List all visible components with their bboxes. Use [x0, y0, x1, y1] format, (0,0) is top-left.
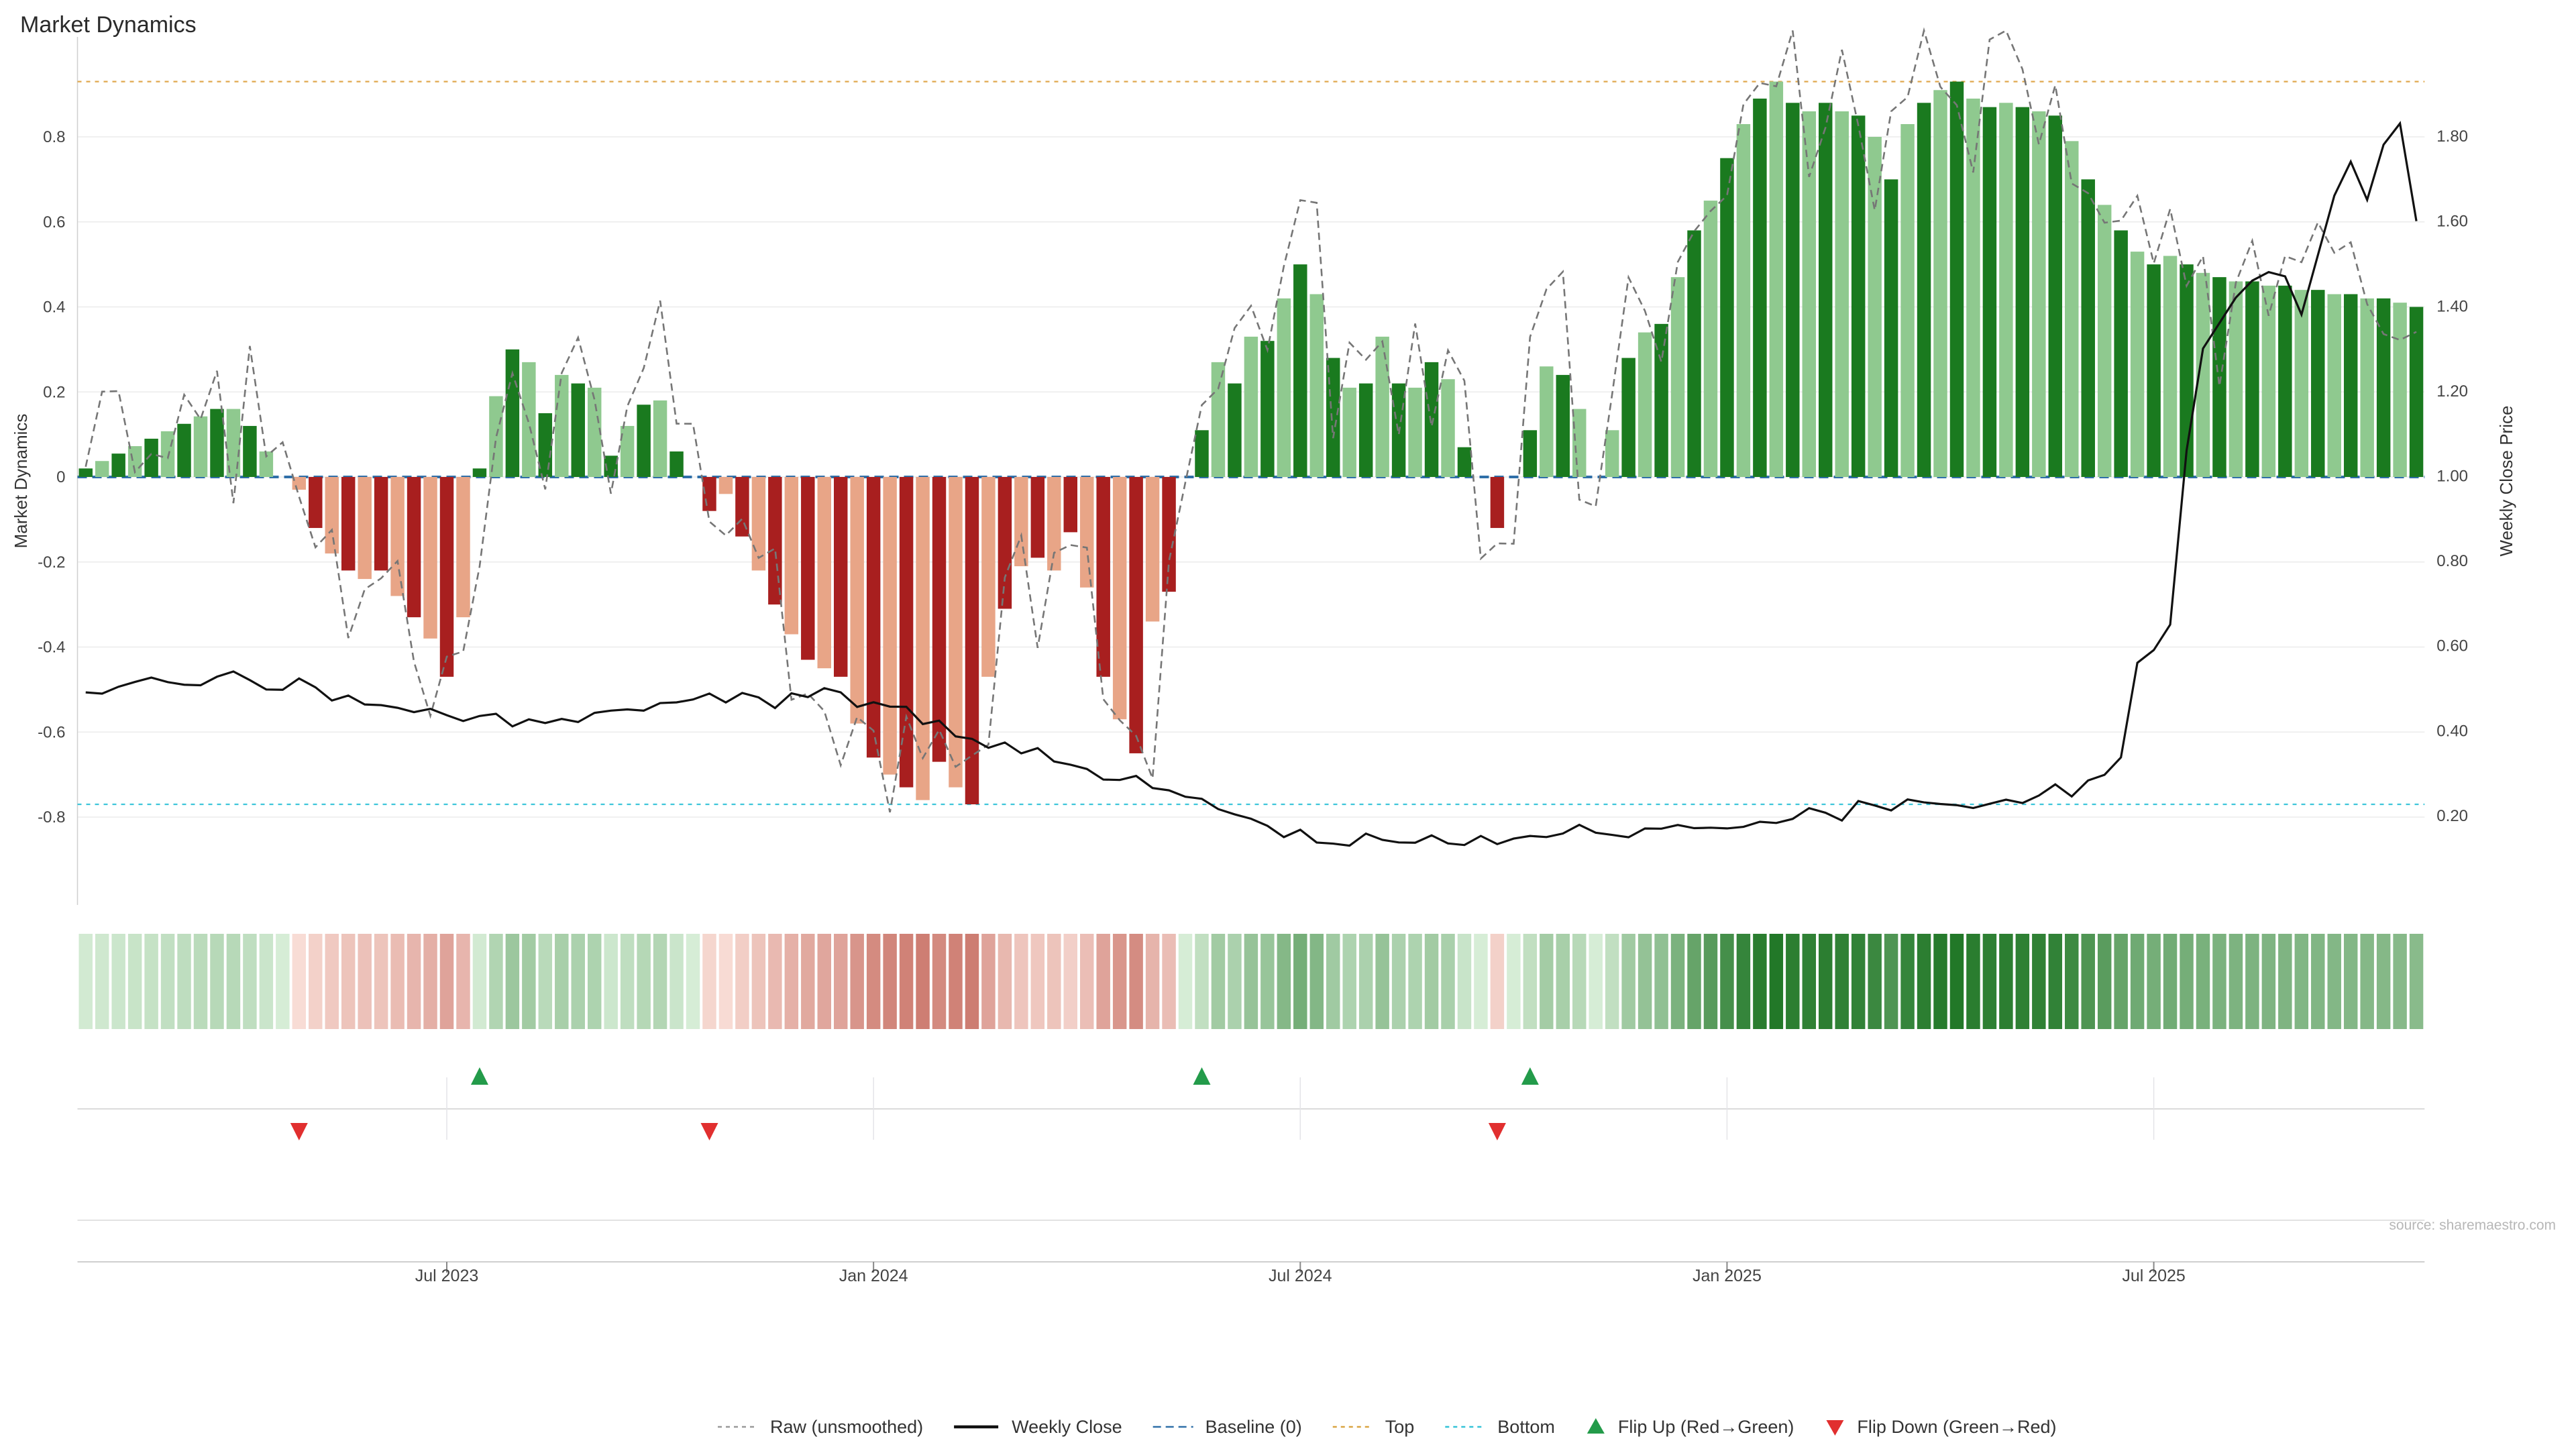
svg-text:Jan 2025: Jan 2025 [1693, 1267, 1762, 1285]
svg-text:0.40: 0.40 [2436, 722, 2468, 740]
svg-text:0.60: 0.60 [2436, 637, 2468, 655]
svg-text:1.80: 1.80 [2436, 127, 2468, 146]
svg-text:1.40: 1.40 [2436, 297, 2468, 315]
svg-text:0.20: 0.20 [2436, 807, 2468, 825]
svg-text:-0.8: -0.8 [38, 808, 65, 826]
svg-text:Baseline (0): Baseline (0) [1205, 1417, 1302, 1437]
svg-text:-0.6: -0.6 [38, 723, 65, 741]
svg-text:Raw (unsmoothed): Raw (unsmoothed) [770, 1417, 923, 1437]
svg-text:Market Dynamics: Market Dynamics [11, 414, 31, 549]
svg-text:1.60: 1.60 [2436, 213, 2468, 231]
svg-text:Flip Down (Green→Red): Flip Down (Green→Red) [1857, 1417, 2056, 1437]
svg-text:Jul 2023: Jul 2023 [415, 1267, 479, 1285]
svg-text:0: 0 [56, 468, 65, 486]
svg-text:Bottom: Bottom [1497, 1417, 1555, 1437]
svg-text:0.8: 0.8 [43, 128, 65, 146]
svg-text:0.6: 0.6 [43, 213, 65, 231]
svg-text:Jul 2025: Jul 2025 [2122, 1267, 2186, 1285]
svg-text:0.80: 0.80 [2436, 552, 2468, 570]
svg-text:Top: Top [1385, 1417, 1415, 1437]
svg-text:1.00: 1.00 [2436, 468, 2468, 486]
svg-text:0.4: 0.4 [43, 299, 65, 317]
svg-text:-0.4: -0.4 [38, 639, 65, 657]
svg-text:0.2: 0.2 [43, 383, 65, 401]
svg-text:Jan 2024: Jan 2024 [839, 1267, 908, 1285]
svg-text:1.20: 1.20 [2436, 382, 2468, 400]
svg-text:Flip Up (Red→Green): Flip Up (Red→Green) [1618, 1417, 1794, 1437]
svg-text:Weekly Close Price: Weekly Close Price [2496, 406, 2516, 557]
svg-text:-0.2: -0.2 [38, 553, 65, 572]
svg-text:Weekly Close: Weekly Close [1012, 1417, 1122, 1437]
svg-text:Jul 2024: Jul 2024 [1269, 1267, 1332, 1285]
